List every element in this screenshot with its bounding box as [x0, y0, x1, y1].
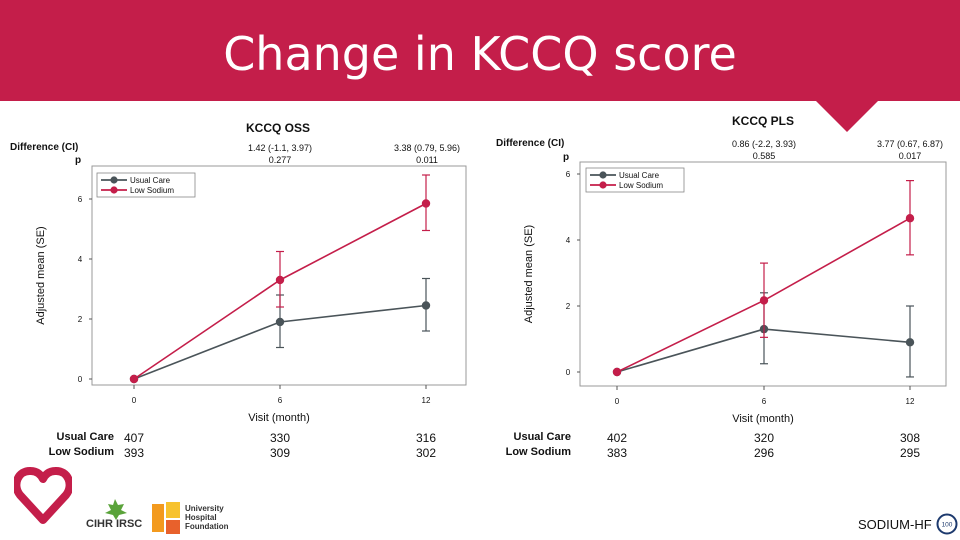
chart1-count-usual-12: 316	[415, 431, 437, 445]
chart1-count-low-6: 309	[269, 446, 291, 460]
chart1-ytick-label: 0	[78, 375, 83, 384]
chart1-title: KCCQ OSS	[245, 121, 310, 135]
chart1-diff-label: Difference (CI)	[10, 142, 79, 153]
chart2-point-usual	[905, 338, 915, 347]
chart2-title: KCCQ PLS	[731, 114, 794, 128]
chart1-point-low	[421, 199, 431, 208]
chart2-ytick-label: 0	[566, 368, 571, 377]
banner-notch	[815, 100, 879, 132]
chart2-count-usual-6: 320	[753, 431, 775, 445]
chart1-p-6: 0.277	[268, 155, 292, 165]
chart2-ytick-label: 4	[566, 236, 571, 245]
chart2-legend-marker	[599, 171, 607, 179]
chart1-count-label-usual: Usual Care	[56, 431, 114, 443]
chart2-point-low	[612, 367, 622, 377]
chart1-legend-label: Usual Care	[130, 176, 171, 185]
chart1-ytick-label: 4	[78, 255, 83, 264]
chart1-xtick-label: 6	[278, 396, 283, 405]
sodium-hf-brand: SODIUM-HF	[858, 517, 932, 532]
chart2-count-low-6: 296	[753, 446, 775, 460]
chart1-count-usual-6: 330	[269, 431, 291, 445]
chart1-p-12: 0.011	[416, 155, 438, 165]
chart1-xtick-label: 12	[422, 396, 431, 405]
title-banner	[0, 0, 960, 101]
chart1-ytick-label: 6	[78, 195, 83, 204]
chart2-plot-frame	[579, 161, 947, 387]
chart1-xlabel: Visit (month)	[248, 412, 310, 424]
chart2-count-label-low: Low Sodium	[505, 446, 571, 458]
chart1-xtick-label: 0	[132, 396, 137, 405]
brand-badge-text: 100	[942, 522, 953, 529]
chart1-ylabel: Adjusted mean (SE)	[35, 226, 47, 324]
uhf-logo-text: University Hospital Foundation	[185, 504, 229, 531]
chart2-p-6: 0.585	[752, 151, 776, 161]
chart2-diff-label: Difference (CI)	[496, 138, 565, 149]
chart2-xlabel: Visit (month)	[732, 413, 794, 425]
chart2-xtick-label: 6	[762, 397, 767, 406]
chart2-point-low	[905, 214, 915, 223]
chart2-count-usual-0: 402	[606, 431, 628, 445]
chart1-count-usual-0: 407	[123, 431, 145, 445]
chart2-count-usual-12: 308	[899, 431, 921, 445]
brand-badge-icon: 100	[936, 513, 958, 535]
chart2-xtick-label: 0	[615, 397, 620, 406]
chart2-diff-12: 3.77 (0.67, 6.87)	[876, 139, 944, 149]
chart1-plot-frame	[91, 165, 467, 386]
chart2-count-low-0: 383	[606, 446, 628, 460]
chart2-p-12: 0.017	[898, 151, 922, 161]
chart1-diff-6: 1.42 (-1.1, 3.97)	[247, 143, 313, 153]
chart2-ytick-label: 2	[566, 302, 571, 311]
cihr-logo-text: CIHR IRSC	[86, 518, 143, 530]
chart2-count-low-12: 295	[899, 446, 921, 460]
chart1-count-low-12: 302	[415, 446, 437, 460]
cihr-leaf-icon	[105, 499, 127, 520]
chart2-legend-label: Usual Care	[619, 171, 660, 180]
chart1-legend-marker	[110, 186, 118, 194]
chart1-point-low	[129, 374, 139, 384]
chart1-count-label-low: Low Sodium	[48, 446, 114, 458]
chart1-point-usual	[275, 317, 285, 327]
chart1-count-low-0: 393	[123, 446, 145, 460]
uhf-logo-icon	[152, 502, 180, 534]
chart2-ylabel: Adjusted mean (SE)	[523, 225, 535, 323]
chart1-ytick-label: 2	[78, 315, 83, 324]
chart2-ytick-label: 6	[566, 170, 571, 179]
heart-logo-icon	[14, 467, 72, 524]
chart1-legend-label: Low Sodium	[130, 186, 174, 195]
chart2-p-label: p	[563, 152, 570, 163]
slide-title: Change in KCCQ score	[223, 27, 737, 81]
chart2-count-label-usual: Usual Care	[513, 431, 571, 443]
chart2-legend-label: Low Sodium	[619, 181, 663, 190]
chart1-p-label: p	[75, 155, 82, 166]
chart1-legend-marker	[110, 176, 118, 184]
chart2-legend-marker	[599, 181, 607, 189]
chart2-diff-6: 0.86 (-2.2, 3.93)	[731, 139, 797, 149]
chart2-point-low	[759, 296, 769, 305]
chart2-xtick-label: 12	[906, 397, 915, 406]
chart1-point-usual	[421, 301, 431, 310]
chart1-point-low	[275, 275, 285, 285]
chart1-diff-12: 3.38 (0.79, 5.96)	[393, 143, 461, 153]
